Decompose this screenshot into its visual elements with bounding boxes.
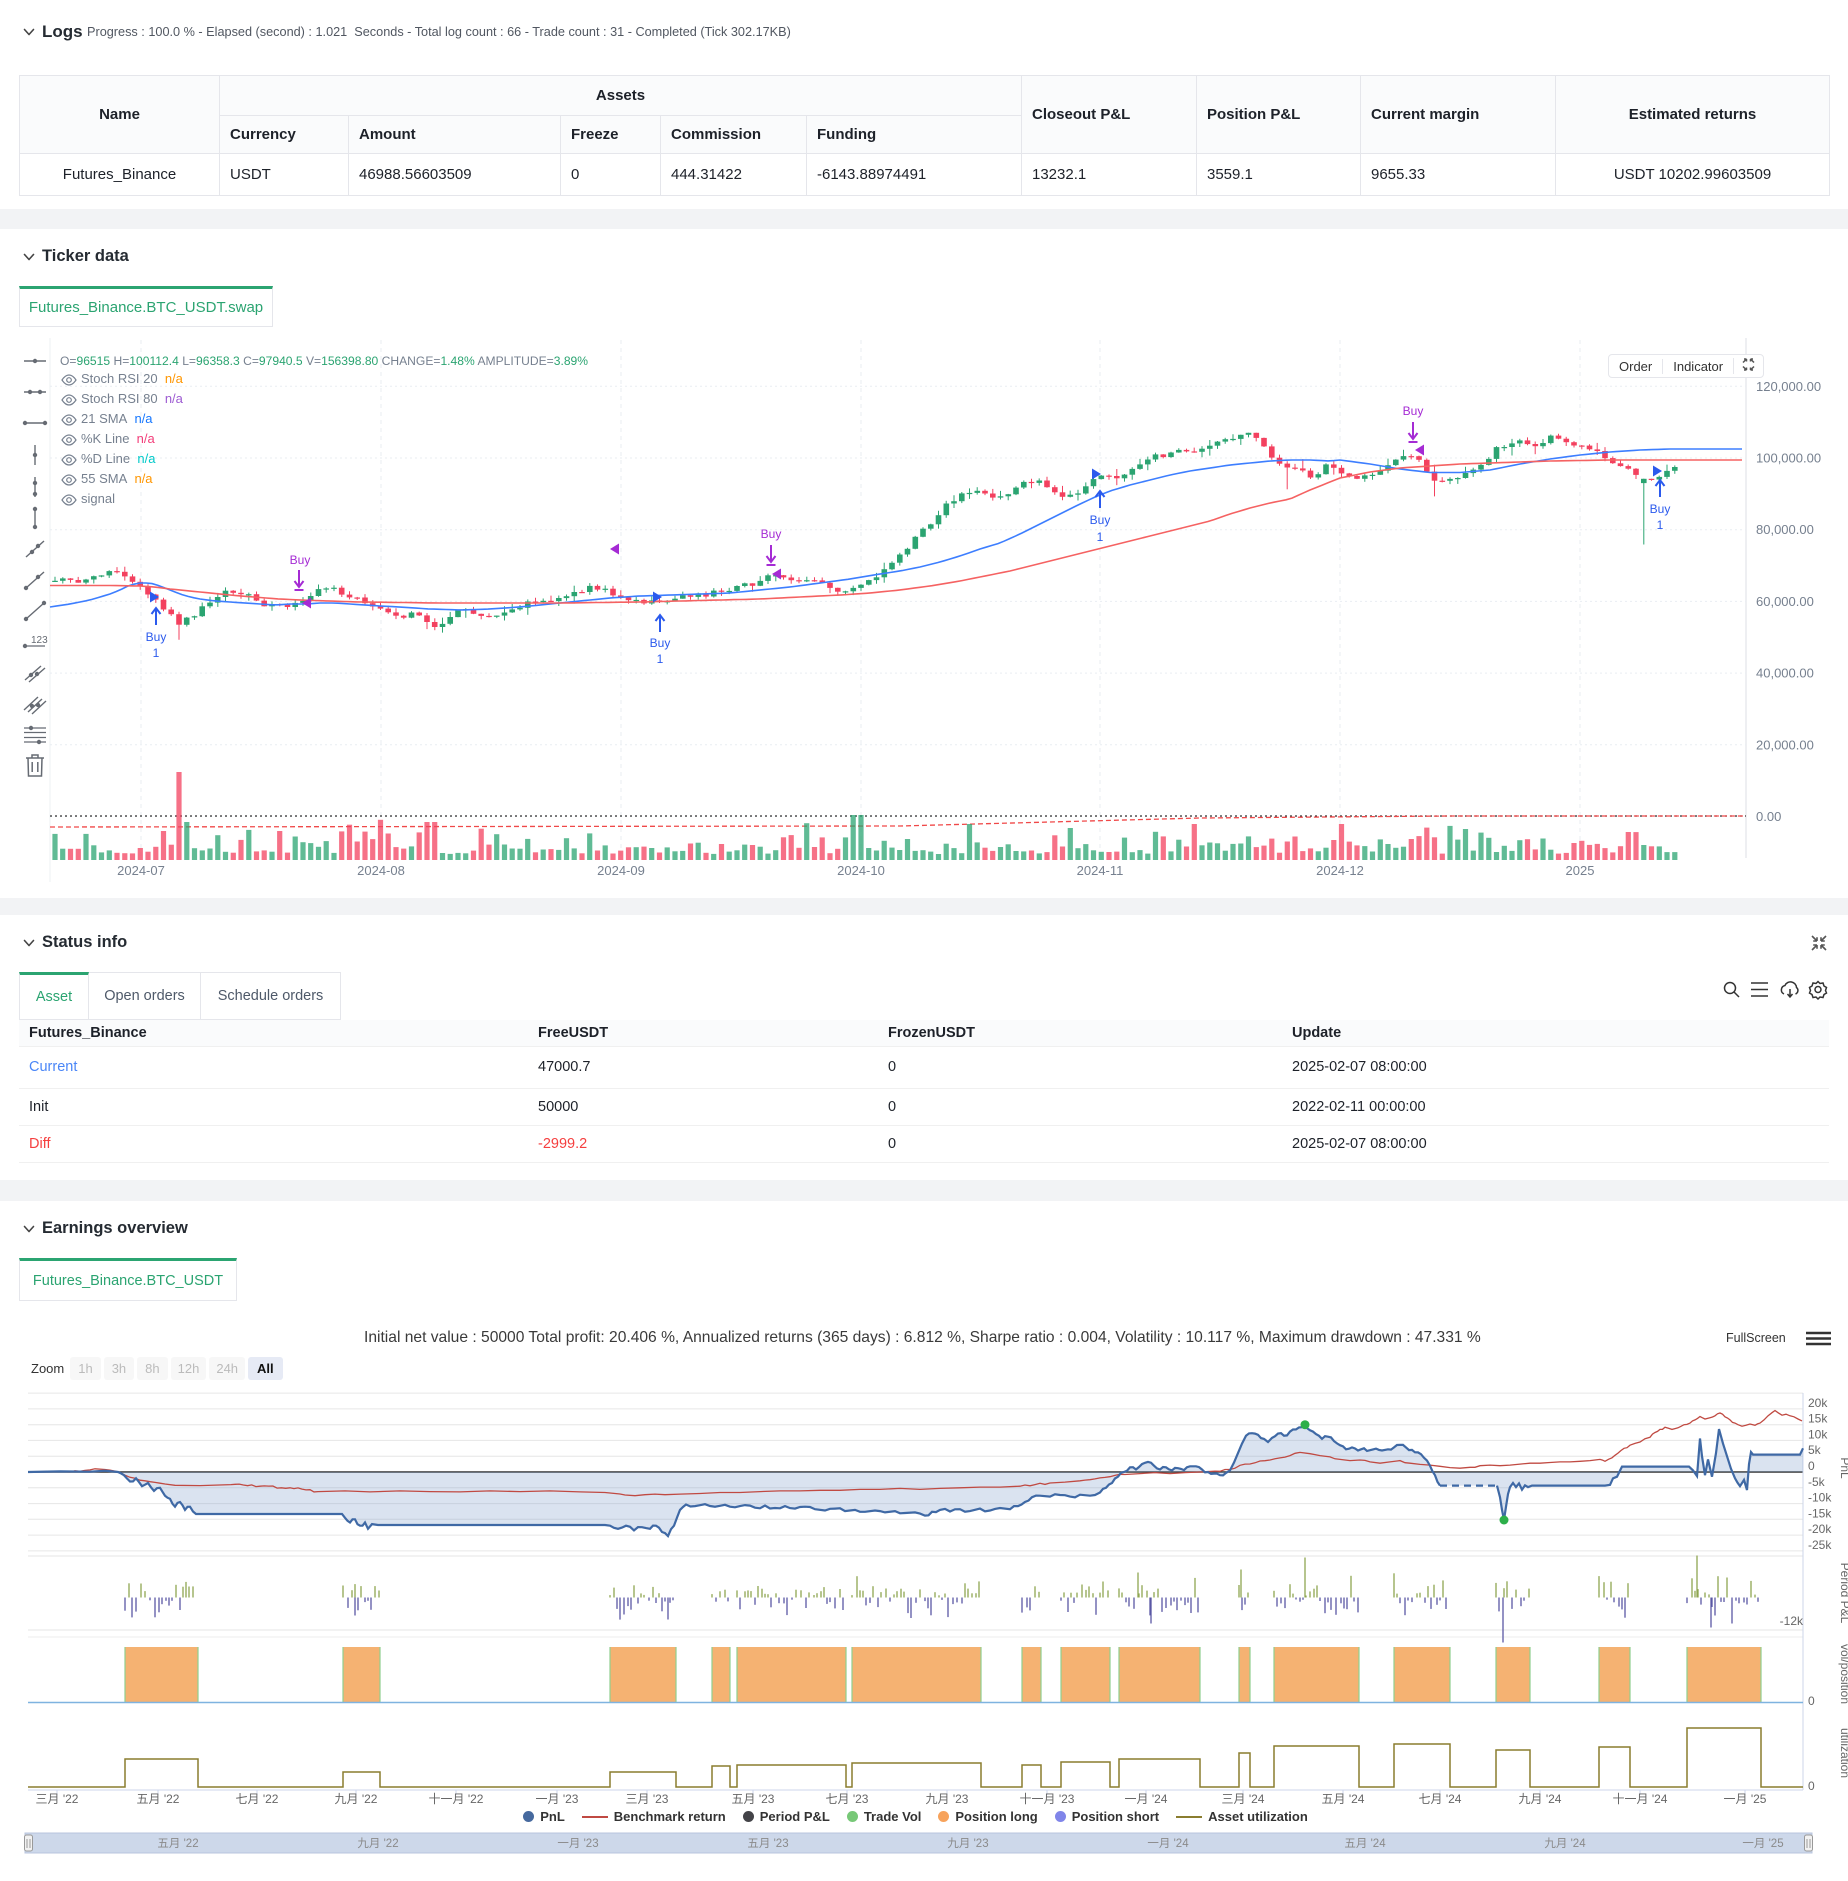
svg-text:utilization: utilization bbox=[1838, 1728, 1848, 1778]
svg-text:2025: 2025 bbox=[1566, 863, 1595, 878]
svg-text:三月 '22: 三月 '22 bbox=[36, 1792, 79, 1806]
svg-text:五月 '24: 五月 '24 bbox=[1344, 1838, 1386, 1850]
svg-text:60,000.00: 60,000.00 bbox=[1756, 594, 1814, 609]
svg-text:2024-10: 2024-10 bbox=[837, 863, 885, 878]
svg-text:三月 '24: 三月 '24 bbox=[1222, 1792, 1265, 1806]
svg-text:十一月 '23: 十一月 '23 bbox=[1020, 1792, 1075, 1806]
svg-text:七月 '24: 七月 '24 bbox=[1419, 1792, 1462, 1806]
svg-text:2024-09: 2024-09 bbox=[597, 863, 645, 878]
svg-text:Buy: Buy bbox=[146, 630, 167, 644]
svg-text:Buy: Buy bbox=[290, 553, 311, 567]
svg-text:九月 '23: 九月 '23 bbox=[947, 1837, 988, 1850]
svg-text:五月 '24: 五月 '24 bbox=[1322, 1792, 1365, 1806]
svg-text:100,000.00: 100,000.00 bbox=[1756, 451, 1821, 466]
svg-text:-15k: -15k bbox=[1808, 1506, 1832, 1520]
svg-text:五月 '23: 五月 '23 bbox=[747, 1838, 788, 1850]
svg-text:PnL: PnL bbox=[1838, 1457, 1848, 1479]
svg-text:九月 '24: 九月 '24 bbox=[1519, 1792, 1562, 1806]
svg-text:2024-07: 2024-07 bbox=[117, 863, 165, 878]
svg-text:123: 123 bbox=[31, 635, 48, 646]
svg-text:十一月 '24: 十一月 '24 bbox=[1613, 1792, 1668, 1806]
svg-text:vol/position: vol/position bbox=[1838, 1644, 1848, 1704]
svg-text:80,000.00: 80,000.00 bbox=[1756, 522, 1814, 537]
svg-text:七月 '23: 七月 '23 bbox=[826, 1792, 869, 1806]
svg-text:1: 1 bbox=[1097, 530, 1104, 544]
svg-text:-20k: -20k bbox=[1808, 1522, 1832, 1536]
svg-text:120,000.00: 120,000.00 bbox=[1756, 379, 1821, 394]
svg-text:1: 1 bbox=[153, 646, 160, 660]
svg-text:2024-08: 2024-08 bbox=[357, 863, 405, 878]
svg-text:九月 '22: 九月 '22 bbox=[335, 1792, 378, 1806]
svg-text:一月 '24: 一月 '24 bbox=[1147, 1838, 1189, 1850]
svg-text:一月 '25: 一月 '25 bbox=[1724, 1792, 1767, 1806]
svg-text:0: 0 bbox=[1808, 1694, 1815, 1708]
svg-text:Buy: Buy bbox=[1090, 513, 1111, 527]
svg-text:20k: 20k bbox=[1808, 1396, 1828, 1410]
svg-text:-5k: -5k bbox=[1808, 1475, 1826, 1489]
svg-text:-25k: -25k bbox=[1808, 1538, 1832, 1552]
svg-text:七月 '22: 七月 '22 bbox=[236, 1792, 279, 1806]
svg-text:五月 '22: 五月 '22 bbox=[137, 1792, 180, 1806]
svg-text:一月 '23: 一月 '23 bbox=[536, 1792, 579, 1806]
svg-text:40,000.00: 40,000.00 bbox=[1756, 666, 1814, 681]
svg-text:5k: 5k bbox=[1808, 1443, 1822, 1457]
svg-text:0.00: 0.00 bbox=[1756, 809, 1781, 824]
svg-text:0: 0 bbox=[1808, 1459, 1815, 1473]
svg-text:Buy: Buy bbox=[650, 636, 671, 650]
svg-text:-12k: -12k bbox=[1780, 1614, 1804, 1628]
svg-text:1: 1 bbox=[657, 652, 664, 666]
svg-text:五月 '23: 五月 '23 bbox=[732, 1792, 775, 1806]
svg-text:20,000.00: 20,000.00 bbox=[1756, 737, 1814, 752]
svg-text:0: 0 bbox=[1808, 1779, 1815, 1793]
svg-text:2024-12: 2024-12 bbox=[1316, 863, 1364, 878]
svg-text:五月 '22: 五月 '22 bbox=[157, 1838, 198, 1850]
svg-text:Buy: Buy bbox=[1650, 502, 1671, 516]
svg-text:九月 '23: 九月 '23 bbox=[926, 1792, 969, 1806]
svg-text:-10k: -10k bbox=[1808, 1491, 1832, 1505]
svg-text:15k: 15k bbox=[1808, 1412, 1828, 1426]
svg-text:Buy: Buy bbox=[761, 527, 782, 541]
svg-text:一月 '23: 一月 '23 bbox=[557, 1838, 598, 1850]
svg-text:Period P&L: Period P&L bbox=[1838, 1563, 1848, 1624]
svg-text:1: 1 bbox=[1657, 518, 1664, 532]
svg-text:九月 '24: 九月 '24 bbox=[1544, 1837, 1586, 1850]
svg-text:一月 '25: 一月 '25 bbox=[1742, 1838, 1783, 1850]
svg-text:三月 '23: 三月 '23 bbox=[626, 1792, 669, 1806]
svg-text:一月 '24: 一月 '24 bbox=[1125, 1792, 1168, 1806]
svg-text:10k: 10k bbox=[1808, 1427, 1828, 1441]
svg-text:十一月 '22: 十一月 '22 bbox=[429, 1792, 484, 1806]
svg-text:2024-11: 2024-11 bbox=[1077, 863, 1124, 878]
svg-text:Buy: Buy bbox=[1403, 404, 1424, 418]
svg-text:九月 '22: 九月 '22 bbox=[357, 1837, 398, 1850]
